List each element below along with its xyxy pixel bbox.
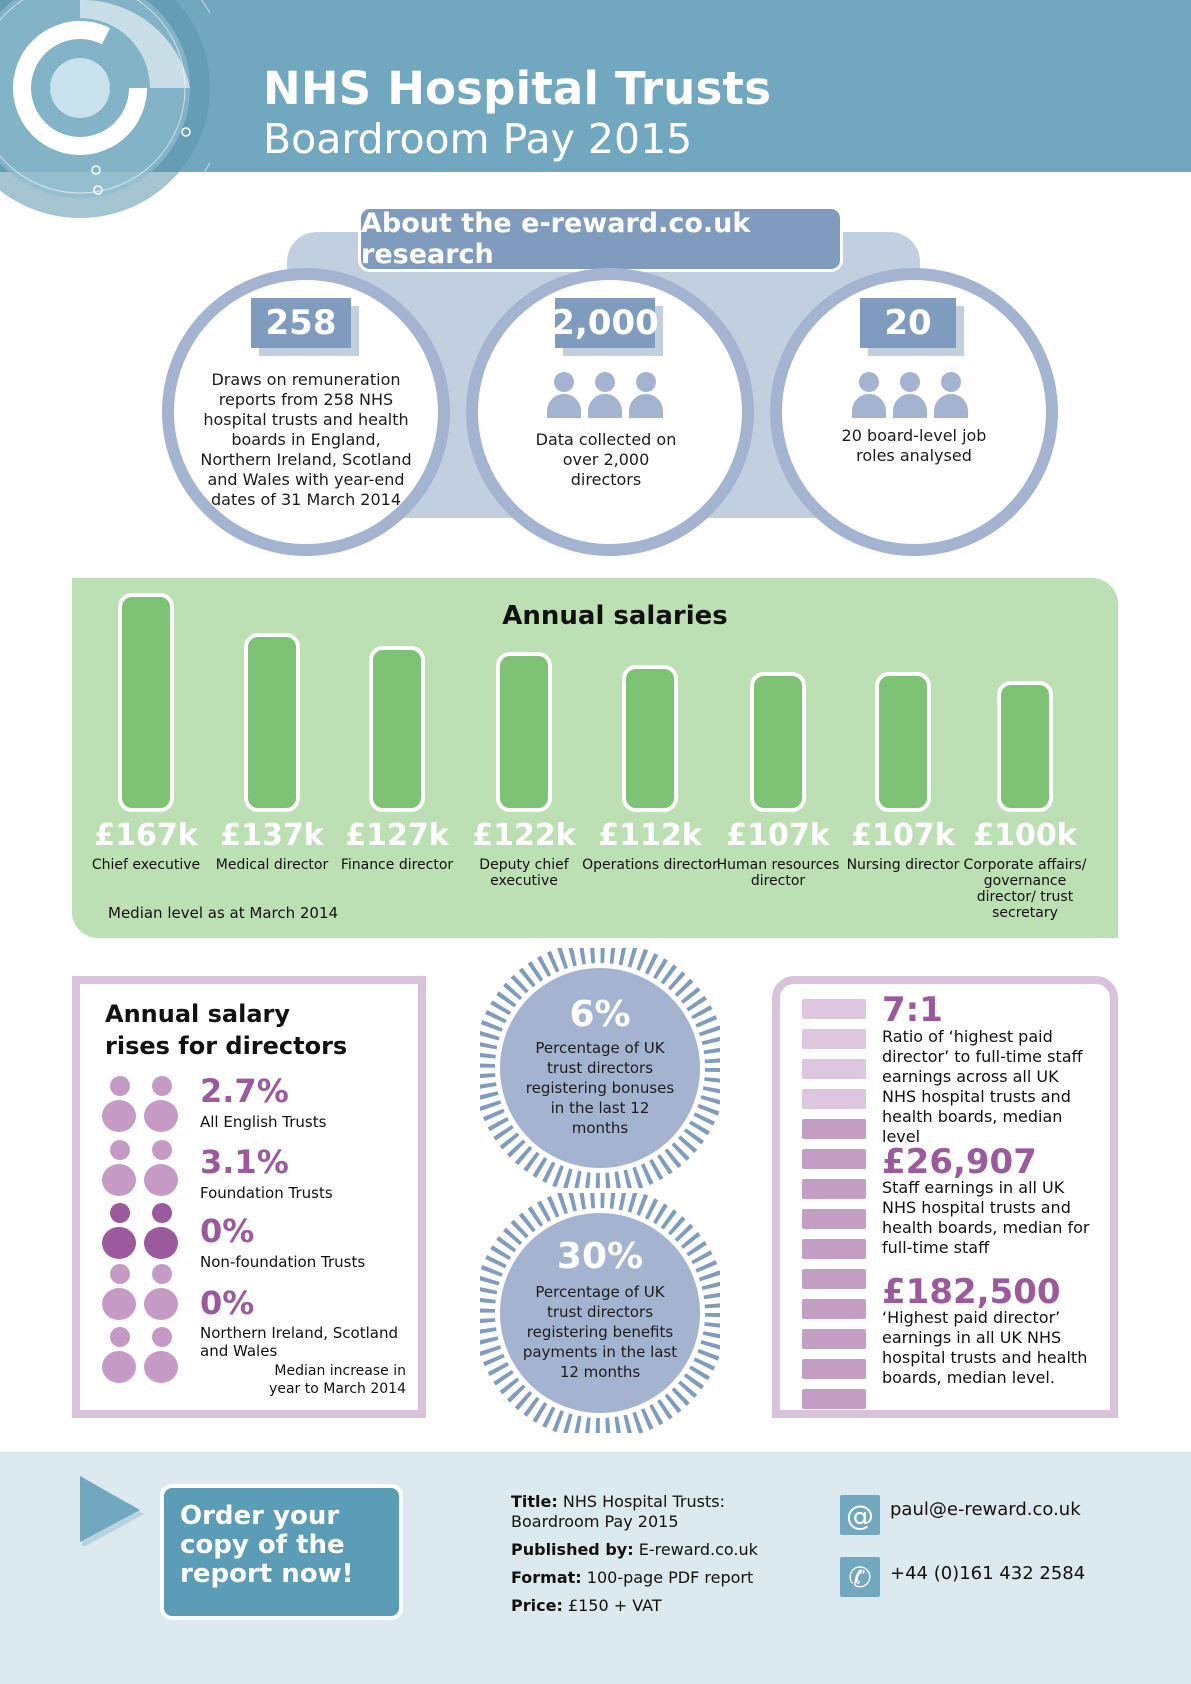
directors-description: Data collected on over 2,000 directors — [535, 430, 677, 489]
ratio-strip — [802, 1329, 866, 1349]
about-heading: About the e-reward.co.uk research — [358, 206, 843, 272]
salary-role-label: Medical director — [215, 857, 329, 873]
salary-bar — [118, 593, 174, 812]
format-line: Format: 100-page PDF report — [511, 1568, 754, 1587]
salary-bar — [875, 672, 931, 812]
ratio-strip — [802, 1299, 866, 1319]
gear-badge-icon — [480, 948, 720, 1188]
salary-value-label: £100k — [973, 818, 1077, 853]
order-report-button[interactable]: Order your copy of the report now! — [160, 1484, 403, 1620]
email-icon: @ — [840, 1495, 880, 1535]
rise-pct-non-foundation: 0% — [200, 1212, 255, 1250]
rise-label-foundation: Foundation Trusts — [200, 1184, 333, 1202]
salary-bar-chart: £167k Chief executive £137k Medical directo… — [91, 593, 1087, 921]
email-link[interactable]: paul@e-reward.co.uk — [890, 1499, 1081, 1520]
people-pair-icon — [100, 1076, 180, 1134]
benefits-pct: 30% — [556, 1236, 644, 1277]
rise-pct-foundation: 3.1% — [200, 1143, 289, 1181]
rise-pct-ni-scotland-wales: 0% — [200, 1284, 255, 1322]
ratio-strip — [802, 1059, 866, 1079]
staff-earnings-value: £26,907 — [882, 1142, 1037, 1182]
salary-value-label: £137k — [220, 818, 324, 853]
trusts-count: 258 — [251, 298, 351, 348]
salary-value-label: £167k — [94, 818, 198, 853]
report-title-line: Title: NHS Hospital Trusts: Boardroom Pa… — [511, 1492, 725, 1531]
pay-ratio-description: Ratio of ‘highest paid director’ to full… — [882, 1027, 1083, 1146]
director-earnings-value: £182,500 — [882, 1272, 1061, 1312]
salary-bar — [244, 633, 300, 812]
salary-value-label: £107k — [726, 818, 830, 853]
ratio-strip — [802, 1029, 866, 1049]
published-line: Published by: E-reward.co.uk — [511, 1540, 758, 1559]
benefits-description: Percentage of UK trust directors registe… — [522, 1283, 678, 1381]
ratio-strip — [802, 1179, 866, 1199]
people-pair-icon — [100, 1203, 180, 1261]
people-pair-icon — [100, 1264, 180, 1322]
rise-label-ni-scotland-wales: Northern Ireland, Scotland and Wales — [200, 1324, 398, 1360]
salary-bar — [750, 672, 806, 812]
people-pair-icon — [100, 1327, 180, 1385]
salary-rises-title: Annual salary rises for directors — [105, 1000, 348, 1060]
chart-note: Median level as at March 2014 — [108, 904, 339, 922]
roles-description: 20 board-level job roles analysed — [841, 426, 987, 465]
published-value: E-reward.co.uk — [638, 1540, 758, 1559]
pay-ratio-value: 7:1 — [882, 990, 943, 1030]
ratio-strip — [802, 1359, 866, 1379]
chart-title: Annual salaries — [502, 601, 728, 631]
salary-bar — [496, 652, 552, 812]
salary-value-label: £107k — [851, 818, 955, 853]
salary-role-label: Nursing director — [846, 857, 960, 873]
rises-note: Median increase in year to March 2014 — [269, 1363, 406, 1397]
salary-role-label: Corporate affairs/ governance director/ … — [963, 857, 1087, 921]
phone-number[interactable]: +44 (0)161 432 2584 — [890, 1563, 1086, 1584]
salary-value-label: £122k — [472, 818, 576, 853]
bonus-pct: 6% — [569, 994, 631, 1035]
salary-role-label: Human resources director — [716, 857, 840, 889]
ratio-strip — [802, 1239, 866, 1259]
page-title: NHS Hospital Trusts — [263, 62, 772, 115]
phone-icon: ✆ — [840, 1557, 880, 1597]
ratio-strip — [802, 1149, 866, 1169]
bonus-description: Percentage of UK trust directors registe… — [525, 1039, 675, 1137]
ratio-strip — [802, 1269, 866, 1289]
salary-value-label: £127k — [345, 818, 449, 853]
ratio-strip — [802, 1119, 866, 1139]
people-pair-icon — [100, 1140, 180, 1198]
salary-role-label: Chief executive — [91, 857, 201, 873]
salary-value-label: £112k — [598, 818, 702, 853]
ratio-strip — [802, 1089, 866, 1109]
format-value: 100-page PDF report — [586, 1568, 754, 1587]
salary-rises-panel — [72, 976, 426, 1418]
price-line: Price: £150 + VAT — [511, 1596, 662, 1615]
price-value: £150 + VAT — [567, 1596, 662, 1615]
ratio-strip — [802, 1209, 866, 1229]
ratio-strip — [802, 1389, 866, 1409]
salary-role-label: Operations director — [582, 857, 718, 873]
roles-count: 20 — [860, 298, 956, 348]
page-subtitle: Boardroom Pay 2015 — [263, 115, 693, 163]
ratio-strip — [802, 999, 866, 1019]
rise-label-english: All English Trusts — [200, 1113, 327, 1131]
trusts-description: Draws on remuneration reports from 258 N… — [200, 370, 412, 509]
play-arrow-icon — [80, 1476, 144, 1546]
report-title-value: NHS Hospital Trusts: Boardroom Pay 2015 — [511, 1492, 725, 1531]
salary-bar — [369, 646, 425, 812]
logo-icon — [0, 0, 210, 225]
salary-bar — [622, 665, 678, 812]
gear-badge-icon — [480, 1193, 720, 1433]
salary-role-label: Deputy chief executive — [479, 857, 569, 889]
rise-label-non-foundation: Non-foundation Trusts — [200, 1253, 366, 1271]
director-earnings-description: ‘Highest paid director’ earnings in all … — [882, 1308, 1088, 1387]
people-icon — [545, 372, 665, 420]
staff-earnings-description: Staff earnings in all UK NHS hospital tr… — [882, 1178, 1090, 1257]
salary-bar — [997, 681, 1053, 812]
rise-pct-english: 2.7% — [200, 1072, 289, 1110]
directors-count: 2,000 — [551, 298, 659, 348]
salary-role-label: Finance director — [340, 857, 454, 873]
people-icon — [850, 372, 970, 420]
